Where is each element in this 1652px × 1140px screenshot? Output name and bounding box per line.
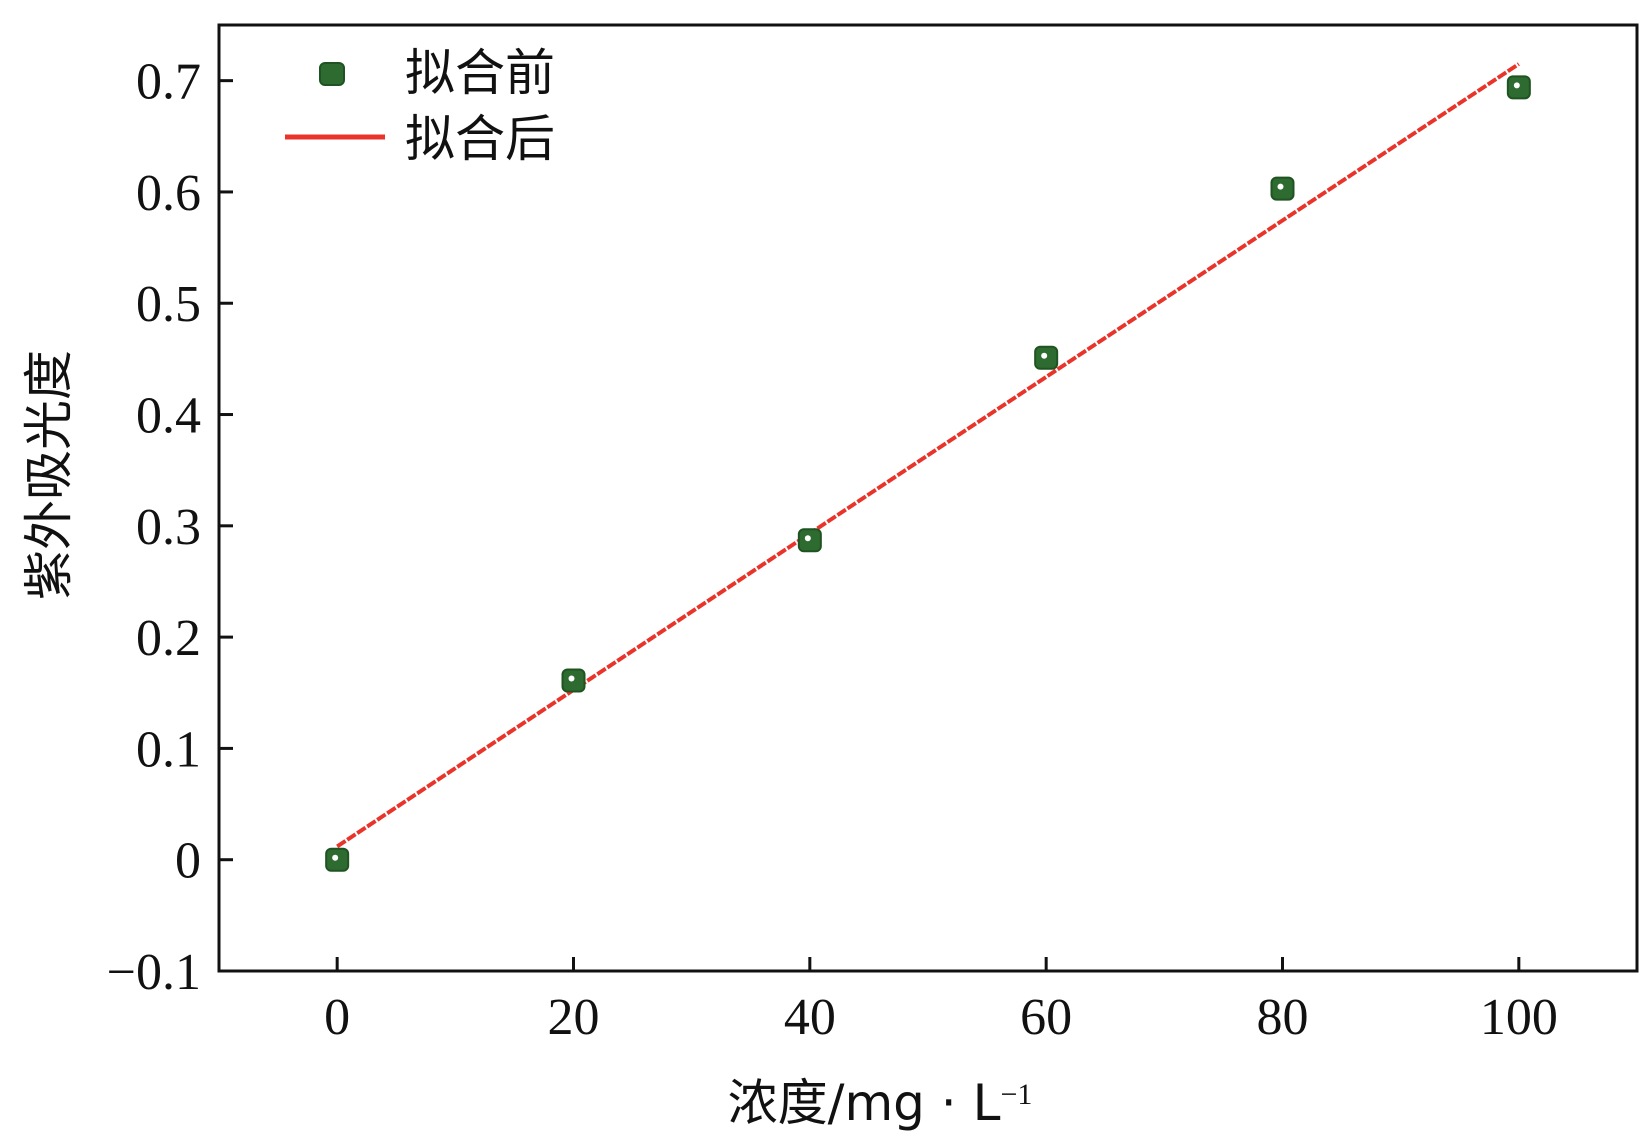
y-tick-label: 0.3 xyxy=(136,499,201,556)
x-axis-label: 浓度/mg · L−1 xyxy=(728,1074,1033,1132)
y-tick-label: 0.5 xyxy=(136,276,201,333)
plot-area-border xyxy=(217,23,1639,973)
fit-line-layer xyxy=(336,62,1520,849)
x-tick-label: 40 xyxy=(784,989,836,1046)
fit-line xyxy=(336,62,1520,849)
scatter-point xyxy=(561,668,586,693)
scatter-point xyxy=(1506,75,1531,100)
y-tick-label: 0.4 xyxy=(136,388,201,445)
x-tick-label: 20 xyxy=(548,989,600,1046)
x-tick-label: 60 xyxy=(1020,989,1072,1046)
x-tick-label: 80 xyxy=(1257,989,1309,1046)
legend-label-scatter: 拟合前 xyxy=(405,44,555,102)
y-axis-label: 紫外吸光度 xyxy=(20,350,78,600)
scatter-point xyxy=(1270,176,1295,201)
y-tick-label: 0.7 xyxy=(136,54,201,111)
legend-item-line: 拟合后 xyxy=(285,110,555,168)
scatter-point xyxy=(1034,345,1059,370)
x-tick-label: 100 xyxy=(1480,989,1558,1046)
x-tick-label: 0 xyxy=(324,989,350,1046)
legend-label-line: 拟合后 xyxy=(405,110,555,168)
plot-frame xyxy=(217,23,1639,973)
scatter-points-layer xyxy=(325,75,1531,872)
y-tick-label: 0.2 xyxy=(136,610,201,667)
legend-marker-scatter xyxy=(319,62,345,86)
y-tick-label: 0.6 xyxy=(136,165,201,222)
x-axis-label-main: 浓度/mg · L xyxy=(728,1074,1001,1132)
y-tick-label: −0.1 xyxy=(107,944,201,1001)
legend-item-scatter: 拟合前 xyxy=(319,44,555,102)
x-axis-label-superscript: −1 xyxy=(1000,1078,1032,1111)
x-axis-ticks: 0 20 40 60 80 100 xyxy=(324,957,1558,1046)
y-tick-label: 0.1 xyxy=(136,721,201,778)
y-tick-label: 0 xyxy=(175,833,201,890)
y-axis-ticks: −0.1 0 0.1 0.2 0.3 0.4 0.5 0.6 0.7 xyxy=(107,54,233,1001)
scatter-point xyxy=(325,847,350,872)
scatter-point xyxy=(797,528,822,553)
